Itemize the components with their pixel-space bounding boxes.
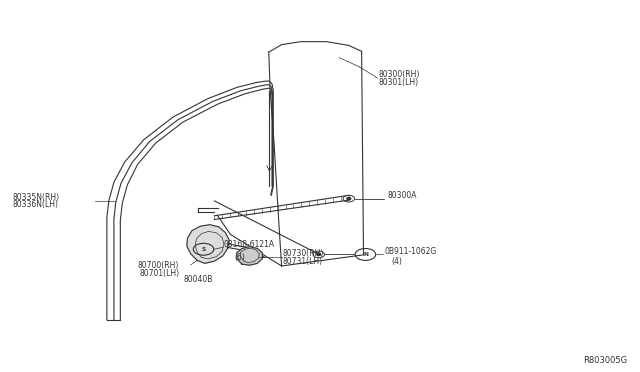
Text: 80040B: 80040B (184, 275, 213, 284)
Text: (6): (6) (234, 253, 245, 262)
Text: 0B911-1062G: 0B911-1062G (385, 247, 437, 256)
Text: 80700(RH): 80700(RH) (138, 262, 179, 270)
Circle shape (317, 253, 321, 256)
Polygon shape (237, 247, 262, 265)
Text: 80300(RH): 80300(RH) (379, 70, 420, 79)
Text: 80300A: 80300A (387, 191, 417, 200)
Text: 80730(RH): 80730(RH) (283, 249, 324, 258)
Text: (4): (4) (391, 257, 402, 266)
Text: 80335N(RH): 80335N(RH) (13, 193, 60, 202)
Circle shape (347, 198, 351, 200)
Text: 80301(LH): 80301(LH) (379, 78, 419, 87)
Text: 80701(LH): 80701(LH) (139, 269, 179, 278)
Polygon shape (187, 225, 229, 263)
Text: 80336N(LH): 80336N(LH) (13, 200, 59, 209)
Text: S: S (202, 247, 205, 252)
Text: 08168-6121A: 08168-6121A (224, 240, 275, 249)
Text: R803005G: R803005G (583, 356, 627, 365)
Text: 80731(LH): 80731(LH) (283, 257, 323, 266)
Text: N: N (363, 252, 368, 257)
